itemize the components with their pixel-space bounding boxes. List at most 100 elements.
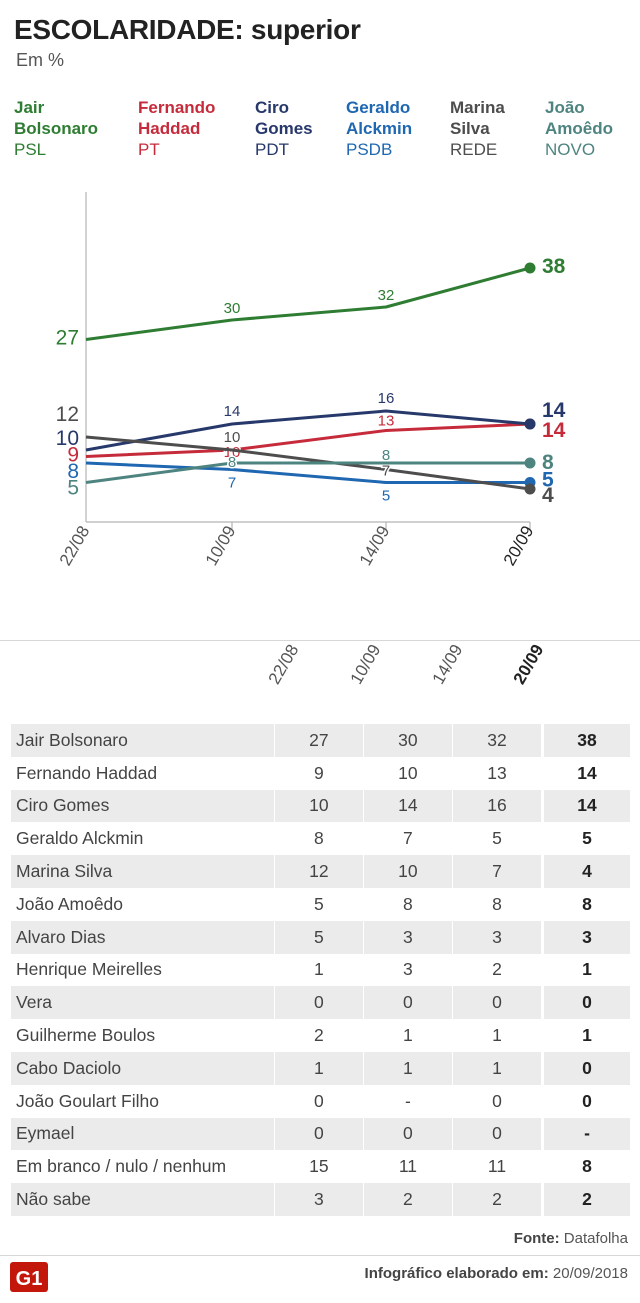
legend-name-line1: Geraldo	[346, 98, 411, 117]
credit-note: Infográfico elaborado em: 20/09/2018	[365, 1265, 628, 1282]
row-value: 3	[451, 920, 543, 954]
row-value: 5	[451, 822, 543, 856]
column-header: 20/09	[509, 641, 548, 688]
table-row: João Goulart Filho 0-0 0	[11, 1084, 630, 1118]
data-label-start: 8	[67, 460, 79, 483]
row-name: Eymael	[11, 1117, 275, 1151]
row-value: 0	[541, 1084, 630, 1118]
data-label: 8	[382, 447, 390, 464]
series-line	[85, 461, 530, 484]
legend-name-line1: Fernando	[138, 98, 216, 117]
x-tick-label: 14/09	[356, 523, 394, 569]
data-label: 10	[224, 429, 241, 446]
legend-name-line2: Silva	[450, 119, 490, 138]
row-value: 0	[273, 1084, 364, 1118]
row-value: 0	[451, 1117, 543, 1151]
legend-item-marina: Marina Silva REDE	[450, 97, 505, 160]
table-row: Marina Silva 12 10 7 4	[11, 855, 630, 888]
row-value: 10	[273, 789, 364, 823]
row-value: 14	[362, 789, 453, 823]
row-value: 27	[273, 724, 364, 757]
row-value: 2	[273, 1019, 364, 1052]
row-value: 3	[362, 953, 453, 987]
table-row: Jair Bolsonaro 27 30 32 38	[11, 724, 630, 757]
row-name: Vera	[11, 986, 275, 1020]
series-line	[85, 422, 531, 458]
row-name: Jair Bolsonaro	[11, 724, 275, 757]
legend-name-line2: Bolsonaro	[14, 119, 99, 138]
series-line	[85, 409, 531, 452]
legend-party: PT	[138, 140, 160, 159]
legend-name-line1: Ciro	[255, 98, 289, 117]
data-label: 16	[378, 390, 395, 407]
g1-logo: G1	[10, 1262, 48, 1292]
results-table: Jair Bolsonaro 27 30 32 38 Fernando Haddad 9 10…	[11, 724, 630, 1216]
row-value: 8	[451, 887, 543, 921]
row-value: 1	[273, 953, 364, 987]
row-name: Cabo Daciolo	[11, 1051, 275, 1085]
series-line	[85, 435, 531, 491]
row-name: Marina Silva	[11, 855, 275, 888]
legend-name-line2: Haddad	[138, 119, 201, 138]
legend-name-line1: Jair	[14, 98, 45, 117]
row-value: 1	[362, 1051, 453, 1085]
data-label-end: 4	[542, 484, 554, 507]
row-value: 14	[541, 789, 630, 823]
series-end-point	[524, 457, 536, 469]
row-value: 2	[362, 1183, 453, 1216]
row-value: 0	[362, 986, 453, 1020]
row-value: 9	[273, 756, 364, 790]
x-tick-label: 10/09	[202, 523, 240, 569]
row-value: 38	[541, 724, 630, 757]
data-label: 5	[382, 488, 390, 505]
legend-party: NOVO	[545, 140, 596, 159]
column-header: 10/09	[346, 641, 385, 688]
series-end-point	[524, 418, 536, 430]
column-header: 14/09	[428, 641, 467, 688]
row-value: 0	[541, 1051, 630, 1085]
row-value: 32	[451, 724, 543, 757]
page-subtitle: Em %	[16, 50, 65, 70]
row-value: 8	[541, 1150, 630, 1184]
credit-value: 20/09/2018	[552, 1265, 628, 1282]
table-row: Geraldo Alckmin 8 7 5 5	[11, 822, 630, 856]
legend-name-line2: Alckmin	[346, 119, 413, 138]
data-label: 30	[224, 300, 241, 317]
column-header: 22/08	[264, 641, 303, 688]
table-row: Ciro Gomes 10 14 16 14	[11, 789, 630, 823]
data-label-start: 10	[56, 427, 79, 450]
legend-item-haddad: Fernando Haddad PT	[138, 97, 215, 160]
source-value: Datafolha	[563, 1230, 628, 1247]
legend-name-line2: Amoêdo	[545, 119, 613, 138]
x-tick-label: 22/08	[56, 523, 94, 569]
row-name: Henrique Meirelles	[16, 959, 162, 980]
row-value: 0	[273, 1117, 364, 1151]
row-value: 0	[273, 986, 364, 1020]
source-label: Fonte:	[513, 1230, 560, 1247]
row-name: Alvaro Dias	[11, 920, 275, 954]
row-value: 0	[362, 1117, 453, 1151]
table-row: Fernando Haddad 9 10 13 14	[11, 756, 630, 790]
source-note: Fonte: Datafolha	[514, 1230, 628, 1247]
row-name: Guilherme Boulos	[16, 1025, 156, 1046]
row-value: 8	[273, 822, 364, 856]
data-label-start: 5	[67, 477, 79, 500]
table-row: Em branco / nulo / nenhum 15 11 11 8	[11, 1150, 630, 1184]
data-label-start: 9	[67, 444, 79, 467]
data-label-end: 14	[542, 419, 566, 442]
legend-party: PDT	[255, 140, 289, 159]
row-value: 1	[362, 1019, 453, 1052]
data-label: 8	[228, 454, 236, 471]
table-row: Alvaro Dias 5 3 3 3	[11, 920, 630, 954]
data-label-end: 14	[542, 399, 566, 422]
row-value: 30	[362, 724, 453, 757]
legend-name-line2: Gomes	[255, 119, 313, 138]
row-value: 1	[273, 1051, 364, 1085]
legend-party: PSL	[14, 140, 47, 159]
row-value: -	[362, 1084, 453, 1118]
row-value: 8	[362, 887, 453, 921]
row-value: 5	[541, 822, 630, 856]
row-name: João Amoêdo	[16, 893, 124, 914]
row-value: 5	[273, 887, 364, 921]
